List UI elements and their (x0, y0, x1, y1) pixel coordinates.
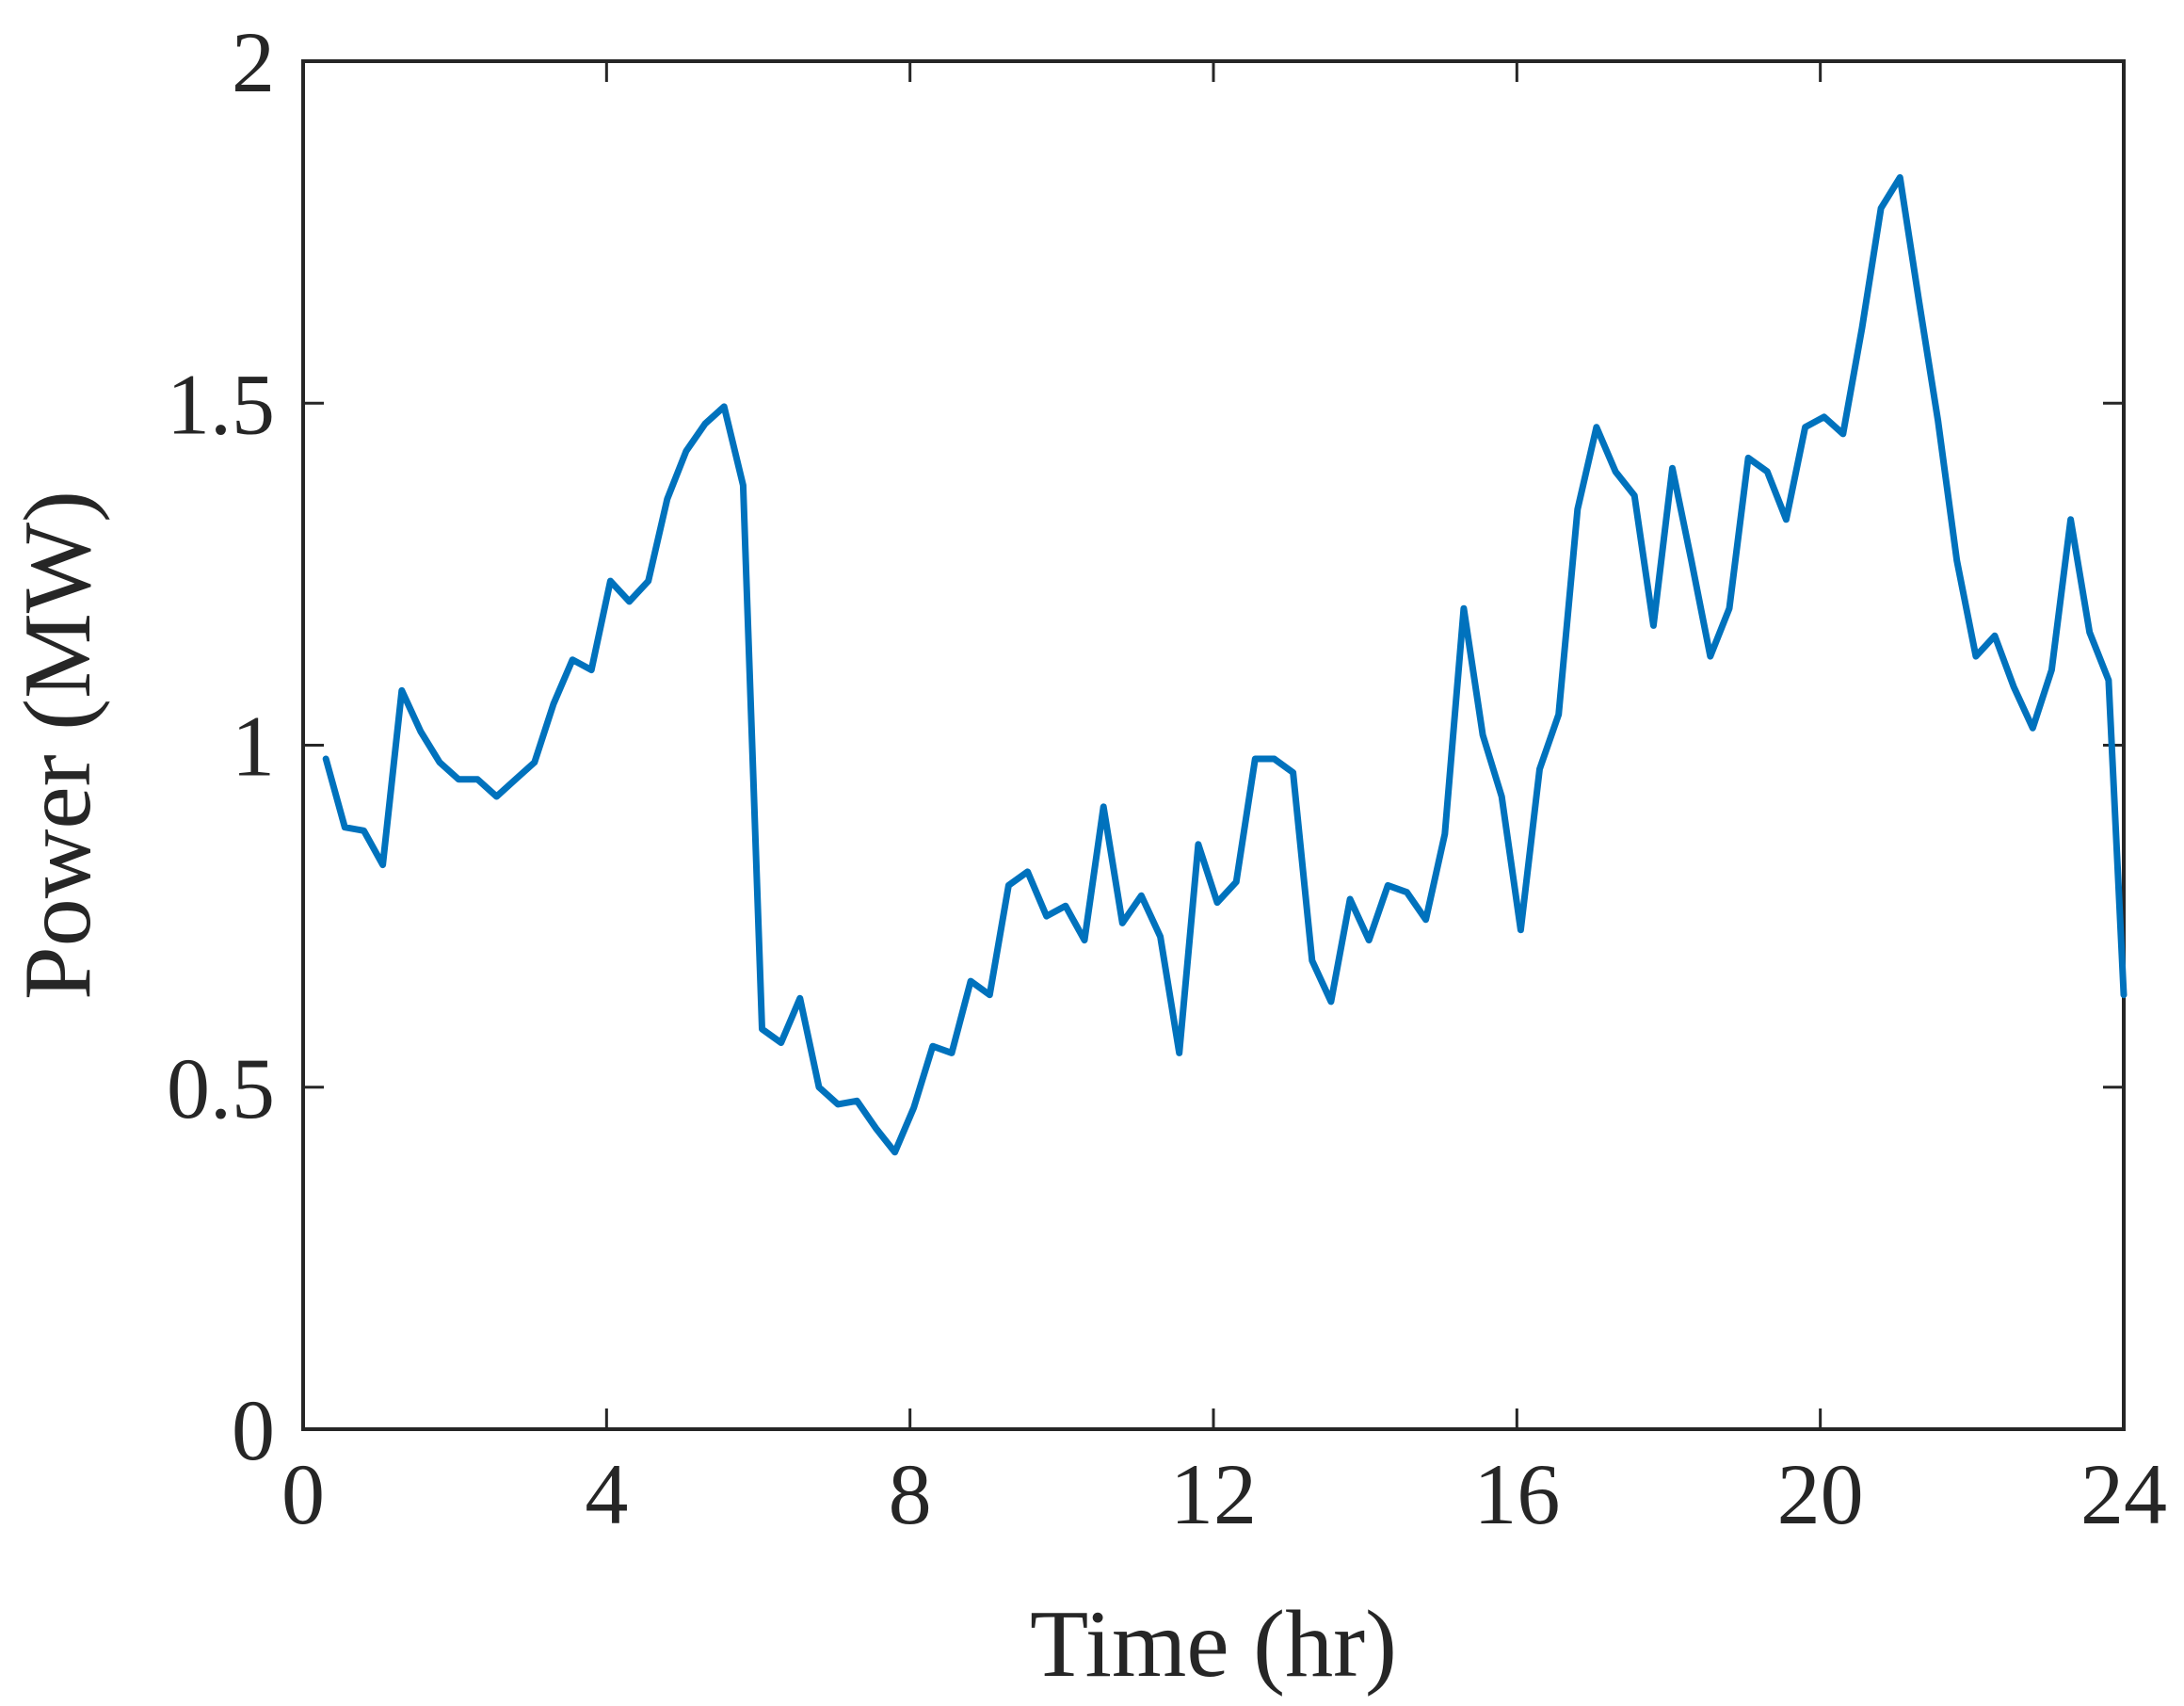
y-tick-label: 0.5 (167, 1040, 275, 1136)
series-layer (322, 174, 2128, 1156)
series-line (322, 174, 2128, 1156)
x-tick-label: 12 (1170, 1446, 1257, 1542)
x-tick-label: 4 (585, 1446, 628, 1542)
x-tick-label: 8 (889, 1446, 932, 1542)
x-axis-label: Time (hr) (1030, 1591, 1397, 1698)
y-tick-label: 2 (232, 14, 275, 110)
plot-frame (301, 59, 2126, 1431)
x-tick-label: 0 (281, 1446, 325, 1542)
y-tick-label: 1.5 (167, 356, 275, 452)
y-tick-label: 1 (232, 699, 275, 795)
y-axis-label: Power (MW) (5, 491, 111, 1000)
x-tick-label: 20 (1777, 1446, 1864, 1542)
tick-labels: 0 4 8 12 16 20 24 0 0.5 1 1.5 2 (167, 14, 2167, 1542)
plot-axes (301, 59, 2126, 1431)
x-tick-label: 16 (1473, 1446, 1560, 1542)
x-tick-label: 24 (2080, 1446, 2167, 1542)
y-tick-label: 0 (232, 1382, 275, 1478)
